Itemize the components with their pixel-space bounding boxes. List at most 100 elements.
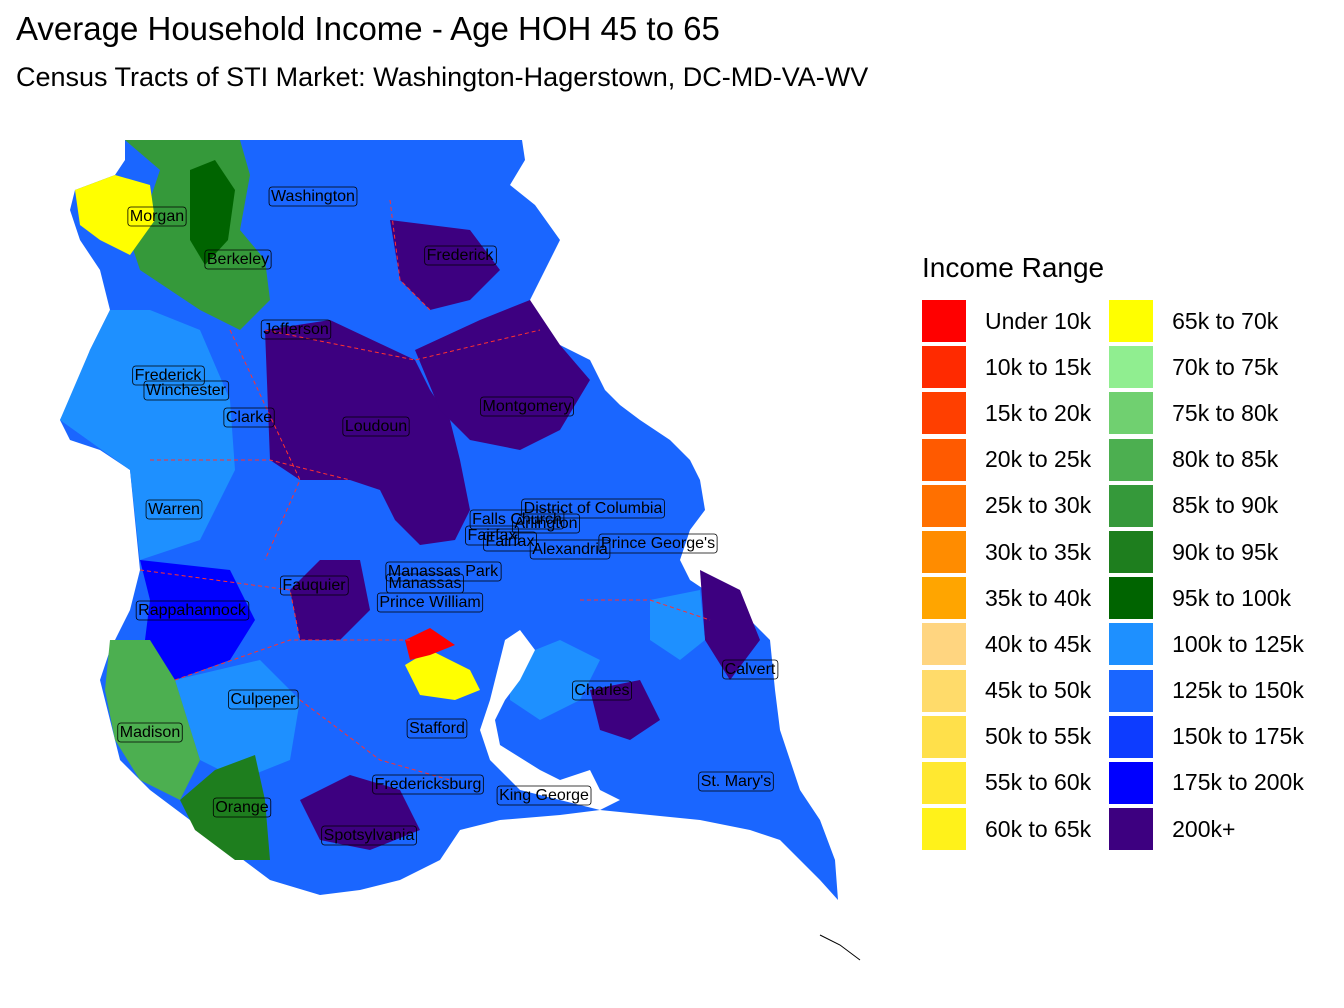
potomac-river [480,630,620,810]
county-label-text: Madison [120,724,180,741]
county-label-text: Loudoun [345,418,407,435]
legend-label: 20k to 25k [985,446,1092,473]
county-label-box [223,407,275,428]
legend-item: 70k to 75k [1109,344,1304,390]
county-label: Falls Church [469,509,565,530]
legend-label: 45k to 50k [985,677,1092,704]
county-label-box [496,785,592,806]
county-label: Manassas [386,573,464,594]
legend-label: 80k to 85k [1172,446,1279,473]
county-label-text: District of Columbia [524,500,663,517]
county-label: Prince George's [598,533,718,554]
county-label-text: Winchester [146,382,227,399]
county-label-text: Washington [271,188,355,205]
legend-label: 70k to 75k [1172,353,1279,380]
county-label-text: Fairfax [468,527,517,544]
legend-swatch [1109,715,1154,758]
county-label: Berkeley [204,249,272,270]
county-label-box [132,365,205,386]
county-label-text: Fauquier [282,577,346,594]
county-label: King George [496,785,592,806]
county-label-text: Prince George's [601,535,715,552]
legend-item: 15k to 20k [922,390,1091,436]
county-label-box [469,509,565,530]
legend-label: 65k to 70k [1172,307,1279,334]
county-label: Orange [212,797,272,818]
county-label-text: Fairfax [486,533,535,550]
legend-label: 200k+ [1172,815,1236,842]
county-label-text: Falls Church [472,511,562,528]
legend-item: 100k to 125k [1109,621,1304,667]
legend-label: 175k to 200k [1172,769,1304,796]
legend-label: 100k to 125k [1172,630,1304,657]
legend-label: 25k to 30k [985,492,1092,519]
legend-label: 90k to 95k [1172,538,1279,565]
legend-swatch [1109,808,1154,851]
county-label-text: Montgomery [483,398,572,415]
legend-swatch [922,669,966,712]
legend-item: 90k to 95k [1109,529,1304,575]
legend-item: 80k to 85k [1109,437,1304,483]
region-purple-fauquier [290,560,370,640]
legend-swatch [1109,300,1154,343]
county-label-text: Warren [148,501,200,518]
county-label-text: Morgan [130,208,184,225]
county-label-box [268,186,358,207]
legend-item: 85k to 90k [1109,483,1304,529]
county-label: Madison [117,722,183,743]
legend-swatch [922,300,966,343]
legend-swatch [922,484,966,527]
legend-swatch [1109,669,1154,712]
county-label-box [342,416,410,437]
county-label-text: St. Mary's [701,773,772,790]
county-label: Arlington [512,513,580,534]
county-label-box [321,825,417,846]
county-label-box [372,774,484,795]
county-label: District of Columbia [521,498,665,519]
county-label-text: Jefferson [263,321,329,338]
legend-label: 50k to 55k [985,723,1092,750]
legend-label: 60k to 65k [985,815,1092,842]
legend-item: 25k to 30k [922,483,1091,529]
county-label-box [483,531,537,552]
county-label: Washington [268,186,358,207]
region-light-blue-calvert [650,590,705,660]
county-label-text: Charles [574,682,629,699]
county-label-box [376,592,484,613]
legend-item: 95k to 100k [1109,575,1304,621]
county-label-box [572,680,632,701]
county-label: Fairfax [483,531,537,552]
county-label-box [698,771,774,792]
region-purple-montgomery [415,300,590,450]
county-label-box [406,718,468,739]
legend-item: 30k to 35k [922,529,1091,575]
county-label-box [598,533,718,554]
county-label-text: Frederick [135,367,203,384]
region-purple-charles [590,680,660,740]
legend-swatch [1109,577,1154,620]
region-yellow-morgan [75,175,155,255]
county-label: Frederick [132,365,205,386]
county-label-text: Frederick [427,247,495,264]
legend-label: 55k to 60k [985,769,1092,796]
county-label-box [127,206,187,227]
legend-column-1: Under 10k 10k to 15k 15k to 20k 20k to 25k 2… [922,298,1091,852]
county-label: Frederick [424,245,497,266]
legend-label: 35k to 40k [985,584,1092,611]
county-label: St. Mary's [698,771,774,792]
region-green-orange [180,755,270,860]
region-yellow-stafford [405,650,480,700]
county-label-text: Calvert [725,661,776,678]
county-label: Charles [572,680,632,701]
legend-swatch [1109,438,1154,481]
region-purple-loudoun [265,320,470,545]
small-islands [819,934,861,961]
county-label-box [385,561,502,582]
county-label: Loudoun [342,416,410,437]
legend-swatch [1109,392,1154,435]
legend-swatch [922,761,966,804]
county-label-text: Berkeley [207,251,269,268]
legend-swatch [1109,531,1154,574]
legend-item: 60k to 65k [922,806,1091,852]
legend-swatch [1109,761,1154,804]
